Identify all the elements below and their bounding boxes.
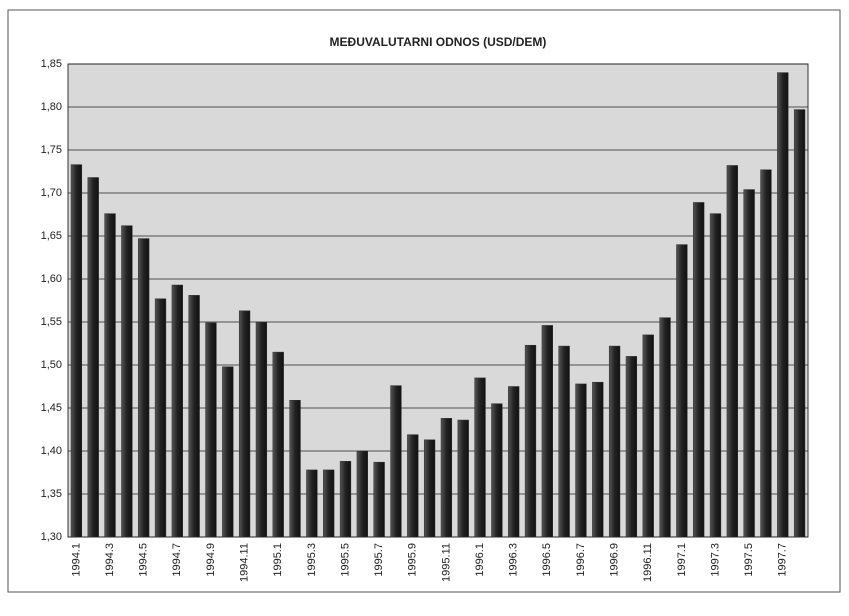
bar: [440, 418, 453, 538]
bar: [104, 213, 116, 538]
bar: [726, 165, 738, 538]
y-tick-label: 1,30: [41, 531, 62, 543]
x-tick-label: 1995.1: [272, 543, 284, 577]
y-tick-label: 1,55: [41, 316, 62, 328]
y-tick-label: 1,40: [41, 445, 62, 457]
x-tick-label: 1997.1: [676, 543, 688, 577]
bar: [592, 381, 604, 538]
x-tick-label: 1995.9: [407, 543, 419, 577]
bar: [205, 322, 217, 538]
x-tick-label: 1994.7: [171, 543, 183, 577]
x-tick-label: 1994.11: [238, 543, 250, 582]
bar: [222, 366, 234, 538]
bar: [760, 169, 772, 538]
bar: [508, 386, 520, 538]
bar: [676, 244, 688, 538]
bar: [743, 189, 755, 538]
bar: [87, 177, 99, 538]
bar: [474, 377, 486, 538]
y-tick-label: 1,75: [41, 144, 62, 156]
x-tick-label: 1995.3: [306, 543, 318, 577]
x-tick-label: 1995.5: [339, 543, 351, 577]
bar: [138, 238, 150, 538]
bar: [491, 403, 503, 538]
x-tick-label: 1997.3: [709, 543, 721, 577]
bar: [188, 295, 200, 538]
x-tick-label: 1995.7: [373, 543, 385, 577]
x-tick-label: 1996.11: [642, 543, 654, 582]
bar: [457, 419, 469, 538]
bar: [238, 310, 251, 538]
x-tick-label: 1994.1: [70, 543, 82, 577]
x-tick-label: 1996.9: [608, 543, 620, 577]
bar: [625, 356, 638, 538]
y-tick-label: 1,60: [41, 273, 62, 285]
bar: [289, 400, 301, 538]
chart-title: MEĐUVALUTARNI ODNOS (USD/DEM): [330, 35, 547, 49]
bar: [423, 439, 436, 538]
x-tick-label: 1996.1: [474, 543, 486, 577]
x-tick-label: 1996.3: [508, 543, 520, 577]
bar: [171, 284, 183, 538]
y-tick-label: 1,35: [41, 488, 62, 500]
bar: [777, 72, 789, 538]
y-tick-label: 1,45: [41, 402, 62, 414]
bar: [356, 450, 368, 538]
x-tick-label: 1996.5: [541, 543, 553, 577]
bar: [390, 385, 402, 538]
bar: [323, 469, 335, 538]
bar: [541, 325, 553, 538]
bar: [575, 383, 587, 538]
bar: [272, 351, 284, 538]
bar: [793, 109, 806, 538]
bar: [373, 461, 385, 538]
x-tick-label: 1994.9: [205, 543, 217, 577]
y-tick-label: 1,85: [41, 58, 62, 70]
bar: [306, 469, 318, 538]
bar: [642, 334, 654, 538]
x-tick-label: 1997.7: [777, 543, 789, 577]
y-tick-label: 1,80: [41, 101, 62, 113]
y-tick-label: 1,50: [41, 359, 62, 371]
bar: [154, 298, 167, 538]
bar: [407, 434, 419, 538]
bar: [255, 321, 268, 538]
y-tick-label: 1,65: [41, 230, 62, 242]
x-tick-label: 1994.5: [138, 543, 150, 577]
bar: [70, 164, 83, 538]
bar: [121, 225, 133, 538]
x-tick-label: 1997.5: [743, 543, 755, 577]
bar: [558, 345, 570, 538]
bar: [693, 202, 705, 538]
x-tick-label: 1996.7: [575, 543, 587, 577]
bar: [659, 317, 671, 538]
y-tick-label: 1,70: [41, 187, 62, 199]
x-tick-label: 1994.3: [104, 543, 116, 577]
x-tick-label: 1995.11: [440, 543, 452, 582]
bar: [524, 344, 537, 538]
bar: [608, 345, 621, 538]
bar: [709, 213, 722, 538]
bar: [339, 461, 352, 538]
